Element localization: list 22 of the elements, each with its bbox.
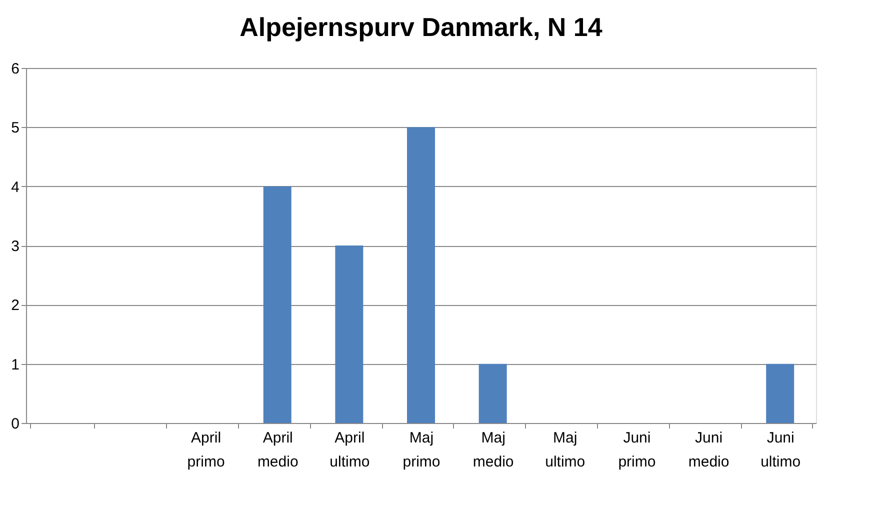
- y-tick-label: 6: [11, 60, 20, 78]
- x-tick-label: Maj ultimo: [545, 430, 586, 470]
- bar: [766, 364, 794, 423]
- x-tick-label: Juni medio: [688, 430, 730, 470]
- x-tick-label: Juni primo: [618, 430, 656, 470]
- y-tick-label: 1: [11, 356, 20, 374]
- x-tick-label: April medio: [257, 430, 298, 470]
- x-tick-label: Maj medio: [472, 430, 514, 470]
- y-tick-label: 0: [11, 416, 20, 432]
- bar: [407, 127, 435, 423]
- bar: [263, 186, 292, 423]
- x-tick-label: April ultimo: [330, 430, 370, 470]
- x-tick-label: Juni ultimo: [760, 430, 801, 470]
- chart-title: Alpejernspurv Danmark, N 14: [240, 12, 603, 42]
- x-tick-label: April primo: [187, 430, 225, 470]
- y-tick-label: 5: [11, 120, 20, 137]
- x-tick-label: Maj primo: [402, 430, 440, 470]
- y-tick-label: 4: [11, 178, 20, 196]
- y-tick-label: 3: [11, 238, 20, 255]
- bar: [335, 246, 364, 423]
- y-tick-label: 2: [11, 297, 20, 314]
- bar: [478, 364, 507, 423]
